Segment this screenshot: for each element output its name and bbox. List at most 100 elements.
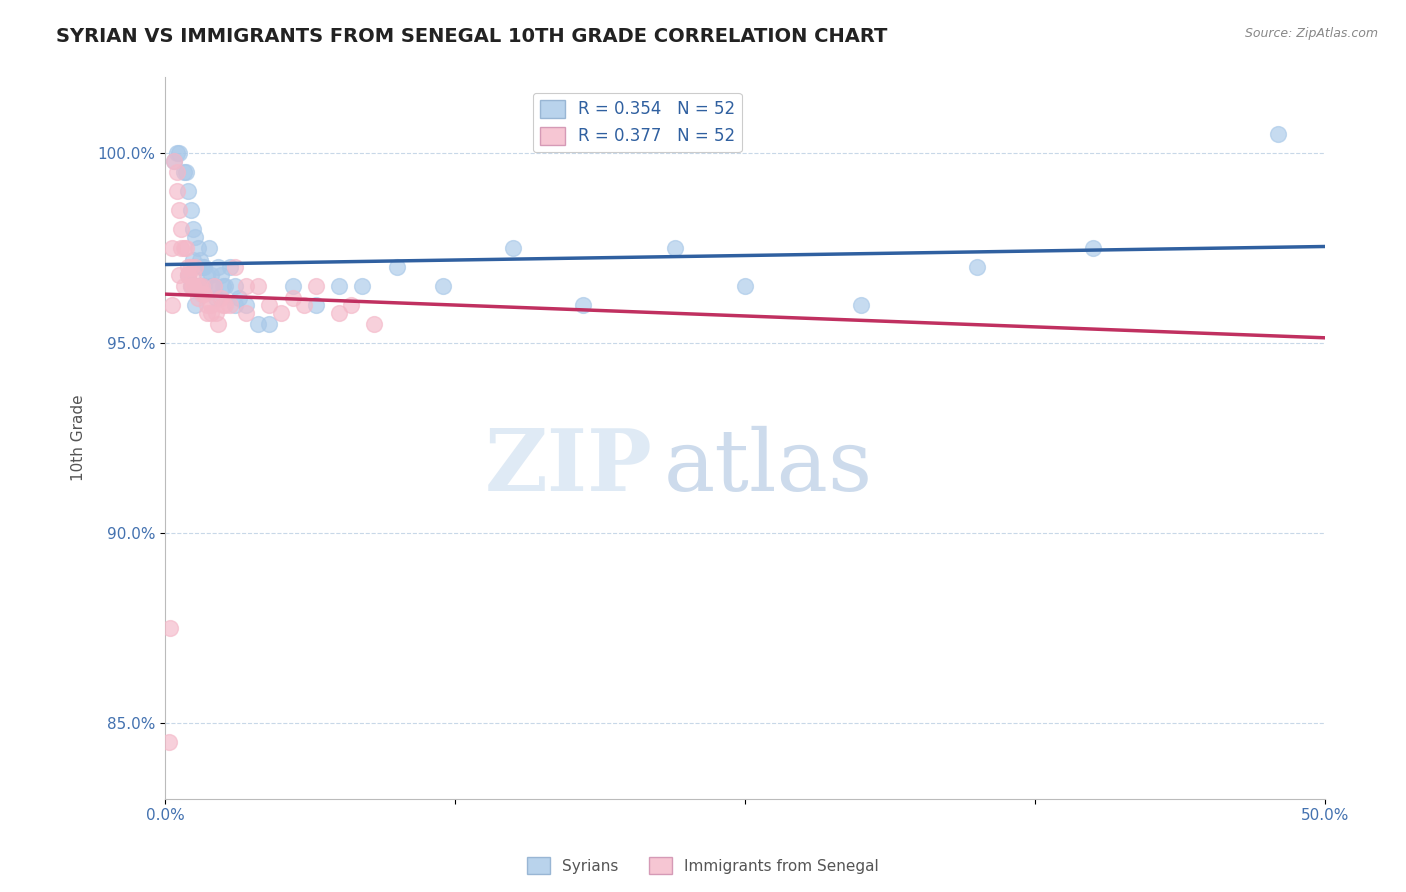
Text: ZIP: ZIP xyxy=(484,425,652,509)
Point xyxy=(328,279,350,293)
Point xyxy=(166,146,188,161)
Point xyxy=(235,298,257,312)
Point xyxy=(184,260,207,275)
Point xyxy=(209,268,232,282)
Point xyxy=(186,241,208,255)
Point xyxy=(167,268,190,282)
Point xyxy=(212,279,235,293)
Point xyxy=(219,260,242,275)
Point xyxy=(173,241,195,255)
Point xyxy=(328,306,350,320)
Point xyxy=(181,222,204,236)
Point xyxy=(198,241,221,255)
Point xyxy=(259,298,281,312)
Point xyxy=(177,268,200,282)
Point xyxy=(205,291,228,305)
Point xyxy=(174,241,197,255)
Point xyxy=(191,260,214,275)
Point xyxy=(205,306,228,320)
Point xyxy=(219,298,242,312)
Point xyxy=(180,260,202,275)
Point xyxy=(186,279,208,293)
Point xyxy=(177,260,200,275)
Point xyxy=(966,260,988,275)
Point xyxy=(235,279,257,293)
Point xyxy=(259,317,281,331)
Point xyxy=(177,268,200,282)
Point xyxy=(184,298,207,312)
Point xyxy=(200,268,222,282)
Point xyxy=(167,146,190,161)
Legend: Syrians, Immigrants from Senegal: Syrians, Immigrants from Senegal xyxy=(520,851,886,880)
Point xyxy=(224,279,246,293)
Point xyxy=(292,298,315,312)
Point xyxy=(281,291,304,305)
Point xyxy=(170,241,193,255)
Point xyxy=(166,165,188,179)
Point xyxy=(207,317,229,331)
Point xyxy=(432,279,454,293)
Text: atlas: atlas xyxy=(664,425,873,508)
Point xyxy=(193,286,215,301)
Point xyxy=(235,306,257,320)
Point xyxy=(246,279,269,293)
Point xyxy=(214,279,236,293)
Point xyxy=(305,279,328,293)
Point xyxy=(181,279,204,293)
Point xyxy=(224,260,246,275)
Text: Source: ZipAtlas.com: Source: ZipAtlas.com xyxy=(1244,27,1378,40)
Point xyxy=(193,279,215,293)
Point xyxy=(281,279,304,293)
Point xyxy=(174,165,197,179)
Point xyxy=(200,306,222,320)
Point xyxy=(202,279,225,293)
Point xyxy=(186,279,208,293)
Point xyxy=(188,279,211,293)
Point xyxy=(177,184,200,198)
Point xyxy=(180,203,202,218)
Point xyxy=(571,298,593,312)
Point xyxy=(202,279,225,293)
Point xyxy=(191,286,214,301)
Point xyxy=(849,298,872,312)
Text: SYRIAN VS IMMIGRANTS FROM SENEGAL 10TH GRADE CORRELATION CHART: SYRIAN VS IMMIGRANTS FROM SENEGAL 10TH G… xyxy=(56,27,887,45)
Point xyxy=(1081,241,1104,255)
Point xyxy=(212,298,235,312)
Point xyxy=(195,268,218,282)
Point xyxy=(200,298,222,312)
Point xyxy=(246,317,269,331)
Point xyxy=(181,268,204,282)
Point xyxy=(160,298,183,312)
Point xyxy=(177,268,200,282)
Point xyxy=(214,298,236,312)
Point xyxy=(186,291,208,305)
Point xyxy=(502,241,524,255)
Point xyxy=(181,252,204,267)
Point xyxy=(734,279,756,293)
Point xyxy=(181,279,204,293)
Point xyxy=(305,298,328,312)
Point xyxy=(167,203,190,218)
Y-axis label: 10th Grade: 10th Grade xyxy=(72,395,86,482)
Point xyxy=(270,306,292,320)
Point xyxy=(188,252,211,267)
Point xyxy=(1267,128,1289,142)
Point xyxy=(209,291,232,305)
Legend: R = 0.354   N = 52, R = 0.377   N = 52: R = 0.354 N = 52, R = 0.377 N = 52 xyxy=(533,93,741,152)
Point xyxy=(339,298,361,312)
Point xyxy=(157,735,180,749)
Point xyxy=(195,298,218,312)
Point xyxy=(173,165,195,179)
Point xyxy=(191,279,214,293)
Point xyxy=(352,279,374,293)
Point xyxy=(188,279,211,293)
Point xyxy=(180,279,202,293)
Point xyxy=(195,306,218,320)
Point xyxy=(170,222,193,236)
Point xyxy=(228,291,250,305)
Point xyxy=(163,153,186,168)
Point xyxy=(224,298,246,312)
Point xyxy=(363,317,385,331)
Point xyxy=(385,260,408,275)
Point xyxy=(193,260,215,275)
